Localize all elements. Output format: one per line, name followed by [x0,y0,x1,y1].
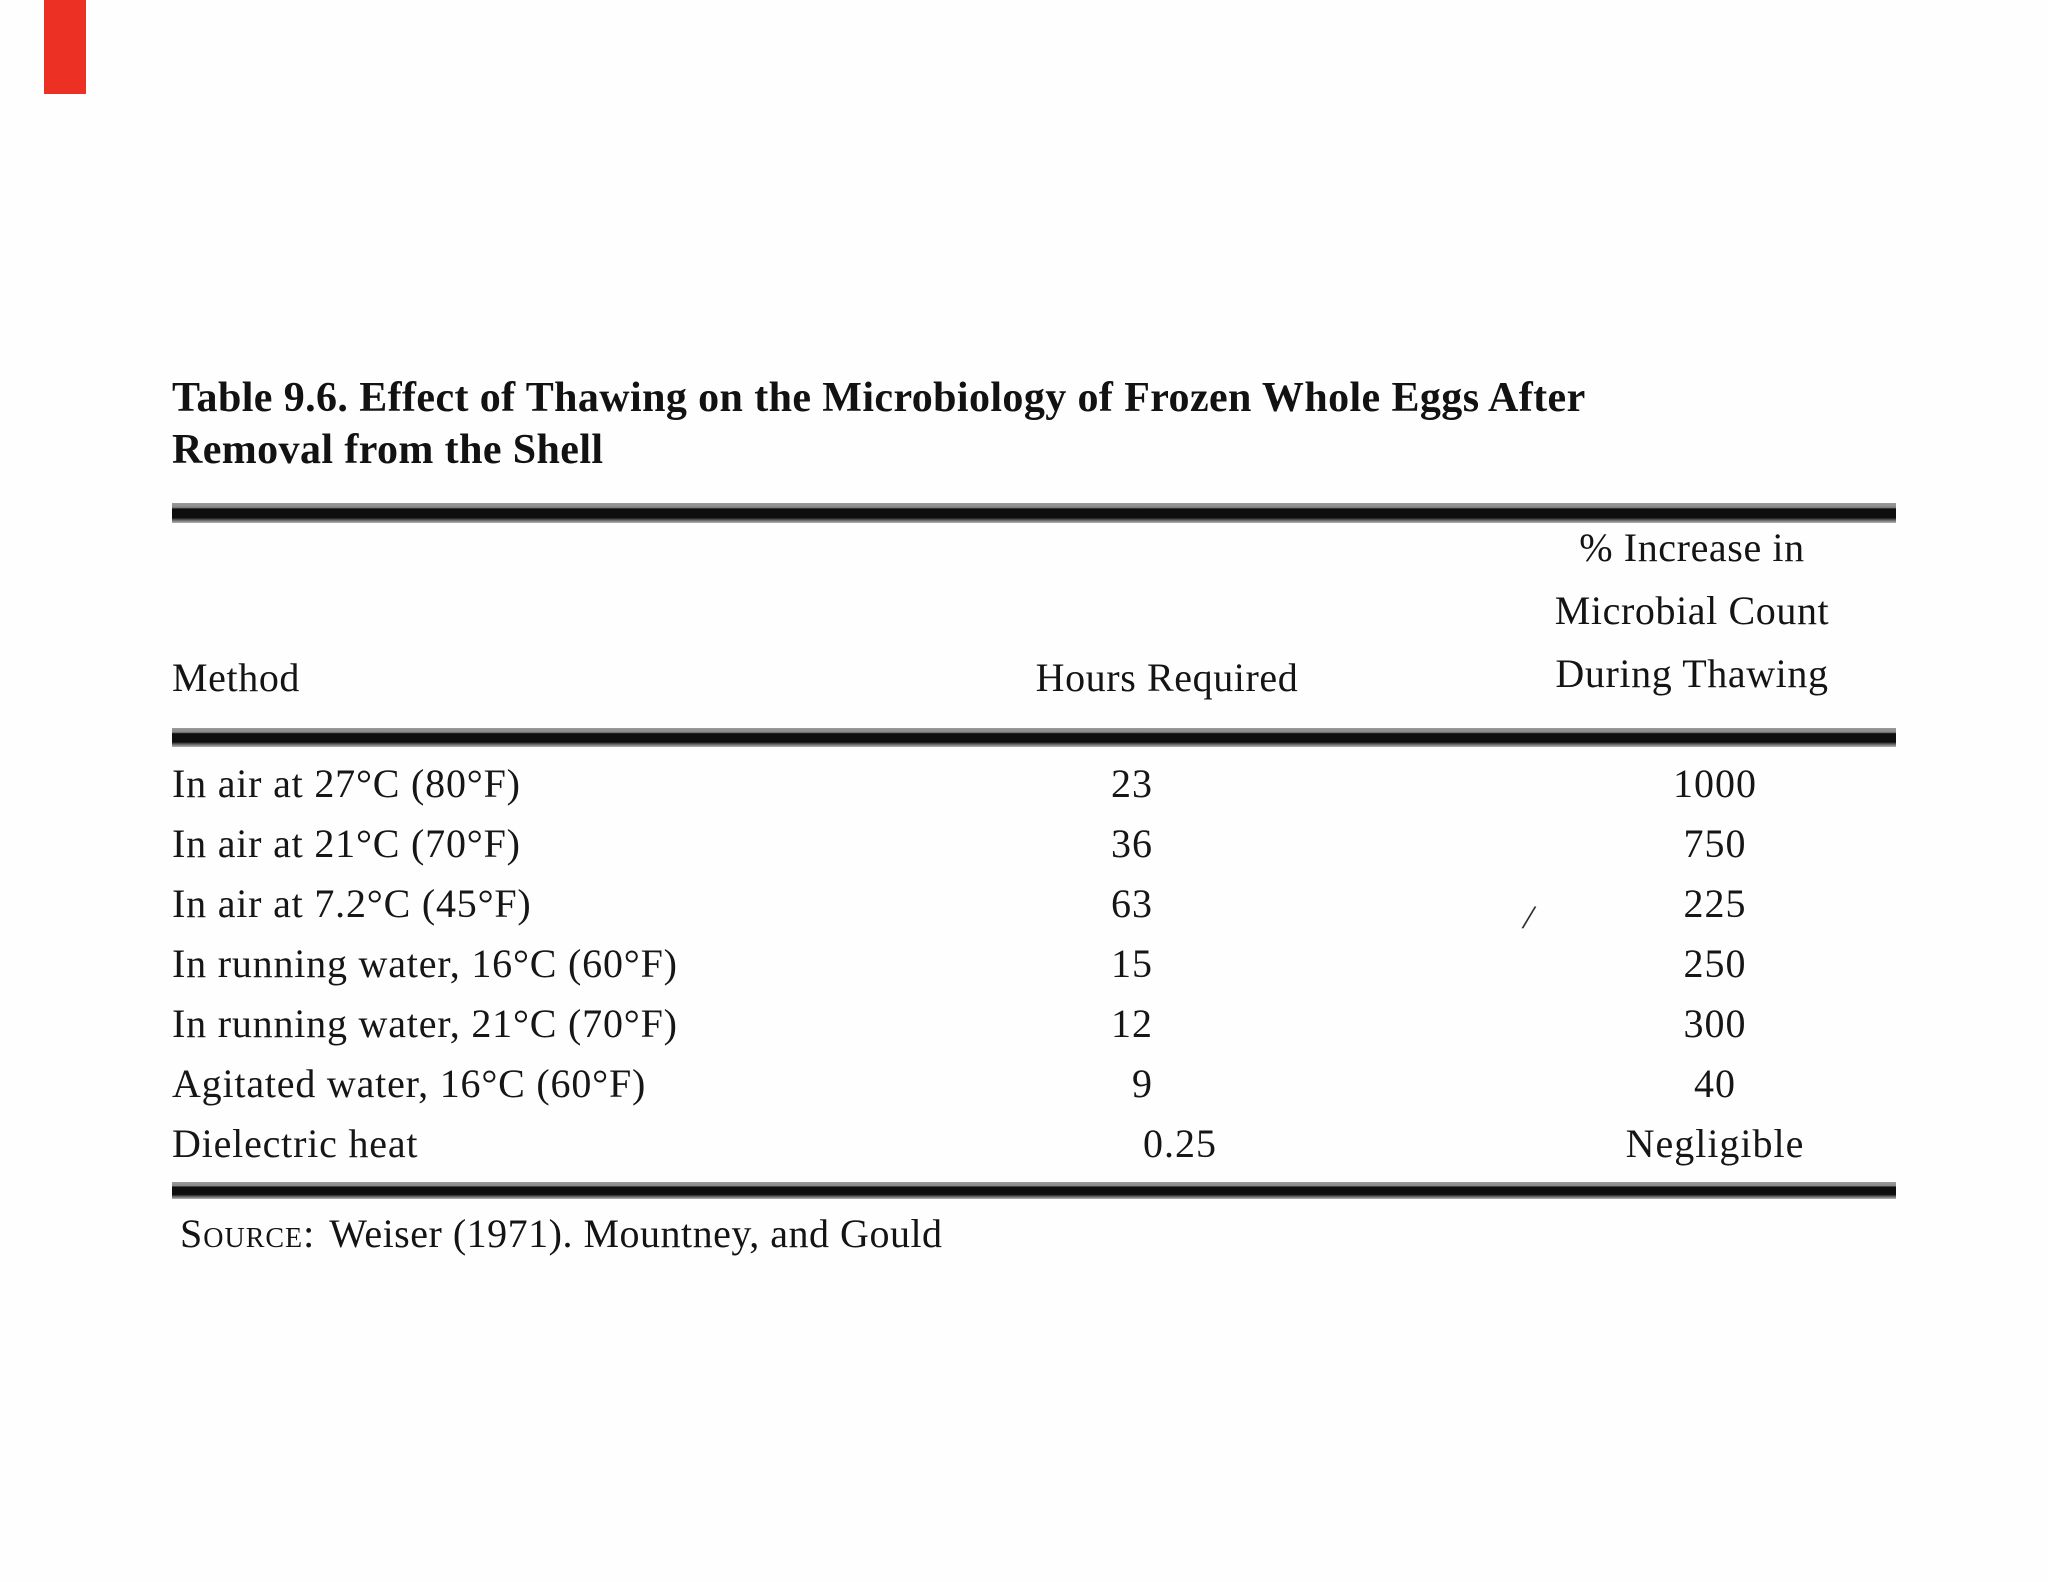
increase-cell: Negligible [1625,1121,1805,1166]
source-line: Source: Weiser (1971). Mountney, and Goul… [180,1210,943,1257]
method-cell: Agitated water, 16°C (60°F) [172,1061,647,1106]
table-title-line2: Removal from the Shell [172,427,604,473]
table-body: In air at 27°C (80°F) 23 1000 In air at … [0,754,2048,1174]
method-cell: In running water, 21°C (70°F) [172,1001,678,1046]
table-row: In running water, 21°C (70°F) 12 300 [0,994,2048,1054]
column-header-increase-line3: During Thawing [1555,651,1829,696]
column-header-hours: Hours Required [1035,655,1299,700]
increase-cell: 250 [1683,941,1747,986]
method-cell: In air at 27°C (80°F) [172,761,521,806]
method-cell: In air at 21°C (70°F) [172,821,521,866]
column-header-increase: % Increase in Microbial Count During Tha… [1432,516,1952,705]
increase-cell: 40 [1694,1061,1736,1106]
increase-cell: 750 [1683,821,1747,866]
hours-cell: 15 [1111,941,1153,986]
increase-cell: 225 [1683,881,1747,926]
hours-cell: 36 [1111,821,1153,866]
method-cell: In running water, 16°C (60°F) [172,941,678,986]
table-row: Agitated water, 16°C (60°F) 9 40 [0,1054,2048,1114]
increase-cell: 1000 [1673,761,1757,806]
table-row: In air at 21°C (70°F) 36 750 [0,814,2048,874]
method-cell: Dielectric heat [172,1121,419,1166]
source-label: Source: [180,1211,316,1256]
table-header-rule [172,728,1896,747]
column-header-method: Method [172,655,301,700]
table-row: Dielectric heat 0.25 Negligible [0,1114,2048,1174]
red-scan-marker [44,0,86,94]
hours-cell: 0.25 [1143,1121,1217,1166]
table-top-rule [172,503,1896,523]
table-row: In air at 27°C (80°F) 23 1000 [0,754,2048,814]
method-cell: In air at 7.2°C (45°F) [172,881,532,926]
hours-cell: 23 [1111,761,1153,806]
column-header-increase-line2: Microbial Count [1554,588,1830,633]
column-header-increase-line1: % Increase in [1579,525,1805,570]
table-row: In air at 7.2°C (45°F) 63 225 [0,874,2048,934]
hours-cell: 9 [1132,1061,1153,1106]
table-bottom-rule [172,1182,1896,1199]
increase-cell: 300 [1683,1001,1747,1046]
hours-cell: 12 [1111,1001,1153,1046]
source-text: Weiser (1971). Mountney, and Gould [329,1211,943,1256]
hours-cell: 63 [1111,881,1153,926]
table-title-line1: Table 9.6. Effect of Thawing on the Micr… [172,375,1586,421]
table-row: In running water, 16°C (60°F) 15 250 [0,934,2048,994]
